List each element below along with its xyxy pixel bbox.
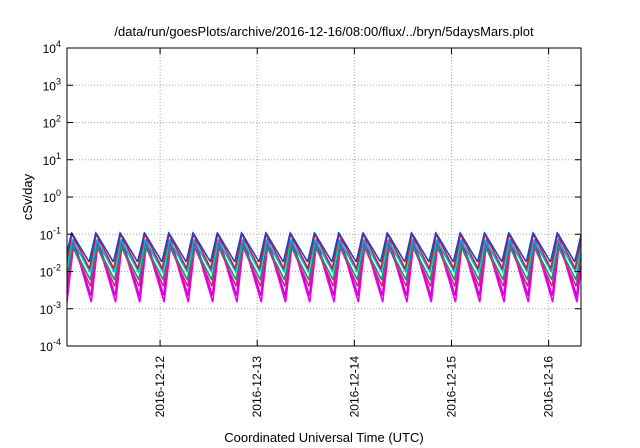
series-line (66, 231, 582, 263)
chart-title: /data/run/goesPlots/archive/2016-12-16/0… (114, 24, 534, 39)
series-line (66, 232, 582, 271)
series-line (66, 238, 582, 274)
y-tick-label: 103 (43, 76, 61, 93)
y-axis-label: cSv/day (20, 173, 35, 220)
y-tick-label: 104 (43, 39, 61, 56)
y-axis: 104 103 102 101 100 10-1 10-2 10-3 10-4 (40, 39, 581, 354)
series-group (66, 231, 582, 303)
y-tick-label: 10-4 (40, 337, 61, 354)
x-tick-label: 2016-12-16 (542, 356, 556, 418)
y-tick-label: 10-1 (40, 225, 61, 242)
x-axis-label: Coordinated Universal Time (UTC) (224, 430, 423, 445)
y-tick-label: 10-2 (40, 263, 61, 280)
x-axis: 2016-12-12 2016-12-13 2016-12-14 2016-12-15… (153, 48, 556, 417)
y-tick-label: 100 (43, 188, 61, 205)
y-tick-label: 10-3 (40, 300, 61, 317)
x-tick-label: 2016-12-13 (250, 356, 264, 418)
y-tick-label: 102 (43, 114, 61, 131)
series-line (66, 244, 582, 288)
x-tick-label: 2016-12-12 (153, 356, 167, 418)
y-tick-label: 101 (43, 151, 61, 168)
x-tick-label: 2016-12-14 (347, 356, 361, 418)
x-tick-label: 2016-12-15 (444, 356, 458, 418)
series-line (66, 245, 582, 282)
